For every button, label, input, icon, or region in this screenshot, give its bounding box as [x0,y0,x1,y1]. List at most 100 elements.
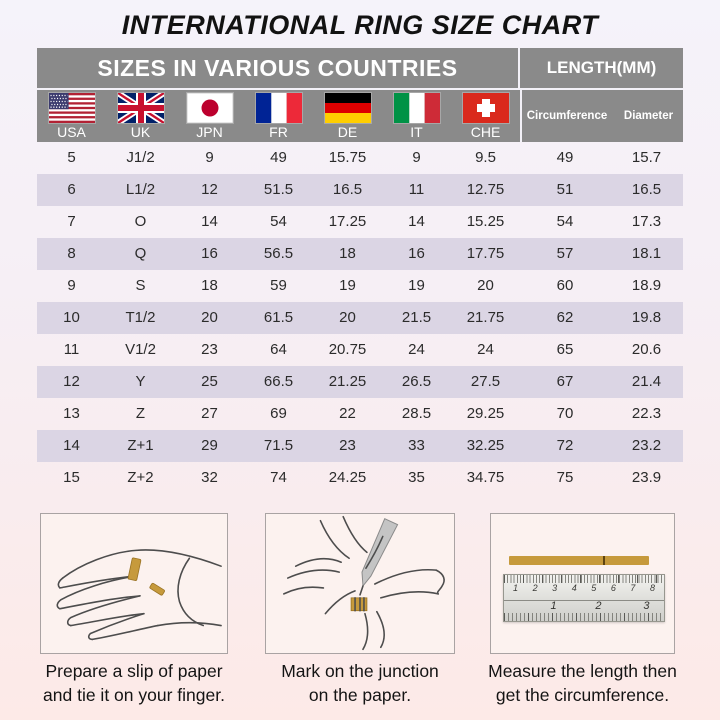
table-cell: 16.5 [631,181,662,198]
table-cell: 61.5 [263,309,294,326]
table-cell: 70 [556,405,574,422]
table-row: 6 L1/2 12 51.5 16.5 11 12.75 51 16.5 [37,174,683,206]
table-cell: 72 [556,437,574,454]
table-cell: 19 [339,277,356,294]
column-header-usa: USA [37,90,106,142]
table-cell: 25 [201,373,218,390]
table-cell: 17.75 [466,245,505,262]
table-cell: 14 [63,437,80,454]
table-cell: 35 [408,469,425,486]
column-label-che: CHE [470,124,501,140]
table-cell: 12 [201,181,218,198]
table-cell: 66.5 [263,373,294,390]
table-cell: 18 [339,245,356,262]
header-length-mm: LENGTH(MM) [546,58,657,77]
column-label-de: DE [337,124,358,140]
table-row: 14 Z+1 29 71.5 23 33 32.25 72 23.2 [37,430,683,462]
japan-flag-icon [186,93,233,123]
ring-size-table: SIZES IN VARIOUS COUNTRIES LENGTH(MM) [37,48,683,494]
column-header-che: CHE [451,90,520,142]
table-cell: 20 [477,277,494,294]
table-cell: T1/2 [125,309,156,326]
hand-sketch-icon [56,549,222,641]
table-cell: 9 [205,149,214,166]
table-row: 15 Z+2 32 74 24.25 35 34.75 75 23.9 [37,462,683,494]
table-header: SIZES IN VARIOUS COUNTRIES LENGTH(MM) [37,48,683,142]
table-cell: 12.75 [466,181,505,198]
column-header-fr: FR [244,90,313,142]
guide-step-2: Mark on the junction on the paper. [265,513,455,705]
column-label-fr: FR [269,124,288,140]
table-cell: O [134,213,147,230]
table-cell: 24.25 [328,469,367,486]
ruler-number: 1 [550,600,557,612]
ruler-number: 2 [595,600,602,612]
table-cell: 13 [63,405,80,422]
table-cell: 6 [67,181,76,198]
table-cell: 29 [201,437,218,454]
column-header-uk: UK [106,90,175,142]
table-cell: J1/2 [126,149,155,166]
table-cell: Z+1 [127,437,154,454]
column-header-de: DE [313,90,382,142]
column-label-jpn: JPN [196,124,223,140]
table-cell: 9.5 [475,149,496,166]
guide-caption-2: Mark on the junction on the paper. [281,661,439,705]
table-cell: 24 [477,341,494,358]
ruler-number: 4 [571,583,577,593]
switzerland-flag-icon [462,93,509,123]
ruler-number: 5 [591,583,597,593]
table-row: 12 Y 25 66.5 21.25 26.5 27.5 67 21.4 [37,366,683,398]
table-cell: 56.5 [263,245,294,262]
ruler-inch-ticks [504,613,664,621]
table-cell: 20.6 [631,341,662,358]
table-cell: 74 [270,469,287,486]
guide-step-1: Prepare a slip of paper and tie it on yo… [40,513,228,705]
table-cell: 67 [556,373,574,390]
guide-caption-1: Prepare a slip of paper and tie it on yo… [43,661,225,705]
column-label-usa: USA [57,124,86,140]
table-cell: 23.9 [631,469,662,486]
ruler-divider [504,600,664,601]
table-cell: 51.5 [263,181,294,198]
table-cell: 18.9 [631,277,662,294]
table-cell: 60 [556,277,574,294]
table-cell: 20 [339,309,356,326]
table-cell: 7 [67,213,76,230]
table-row: 13 Z 27 69 22 28.5 29.25 70 22.3 [37,398,683,430]
table-cell: 18 [201,277,218,294]
table-cell: 64 [270,341,287,358]
strip-mark [602,556,605,565]
ruler-number: 7 [630,583,636,593]
ruler-number: 8 [649,583,655,593]
table-cell: 15.7 [631,149,662,166]
table-cell: 10 [63,309,80,326]
table-cell: 16.5 [332,181,363,198]
table-cell: 75 [556,469,574,486]
table-row: 11 V1/2 23 64 20.75 24 24 65 20.6 [37,334,683,366]
table-cell: 54 [270,213,287,230]
table-cell: 26.5 [401,373,432,390]
table-cell: 22 [339,405,356,422]
table-cell: 17.3 [631,213,662,230]
table-row: 8 Q 16 56.5 18 16 17.75 57 18.1 [37,238,683,270]
table-cell: 22.3 [631,405,662,422]
table-cell: 19.8 [631,309,662,326]
header-sizes-in-various-countries: SIZES IN VARIOUS COUNTRIES [37,48,520,88]
table-cell: L1/2 [125,181,156,198]
table-cell: 11 [63,341,80,358]
table-cell: 49 [556,149,574,166]
table-cell: 15.75 [328,149,367,166]
ruler-cm-numbers: 1 2 3 4 5 6 7 8 [504,583,664,593]
hand-with-paper-strip-illustration [40,513,228,654]
table-cell: 62 [556,309,574,326]
table-cell: 32.25 [466,437,505,454]
table-cell: 21.25 [328,373,367,390]
column-label-circumference: Circumference [526,110,608,122]
table-cell: 57 [556,245,574,262]
table-cell: 23.2 [631,437,662,454]
table-cell: 20 [201,309,218,326]
table-cell: 33 [408,437,425,454]
table-cell: 29.25 [466,405,505,422]
table-cell: 19 [408,277,425,294]
